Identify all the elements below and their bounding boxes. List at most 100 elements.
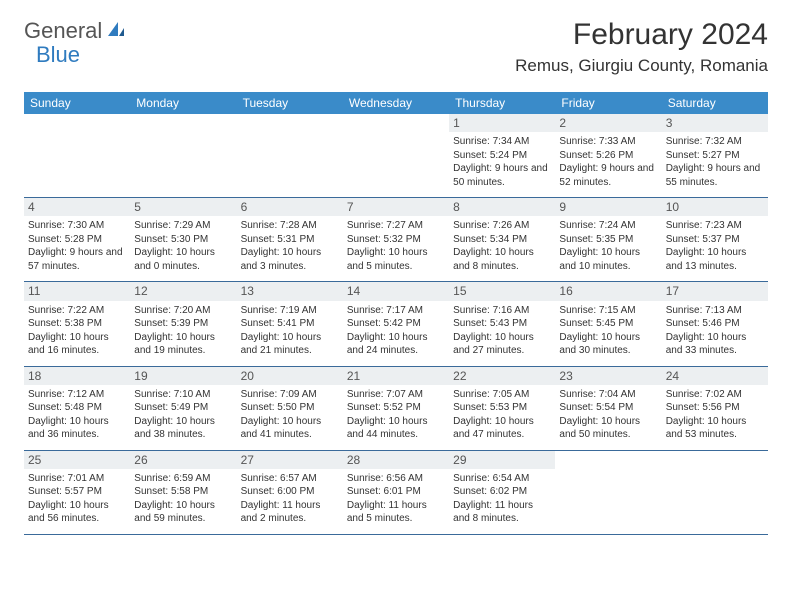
sunrise-text: Sunrise: 7:33 AM xyxy=(559,135,657,149)
week-row: 1Sunrise: 7:34 AMSunset: 5:24 PMDaylight… xyxy=(24,114,768,198)
sunset-text: Sunset: 5:37 PM xyxy=(666,233,764,247)
daylight-text: Daylight: 10 hours and 27 minutes. xyxy=(453,331,551,358)
sunrise-text: Sunrise: 7:17 AM xyxy=(347,304,445,318)
day-number: 13 xyxy=(237,282,343,300)
sail-icon xyxy=(106,18,126,44)
daylight-text: Daylight: 10 hours and 44 minutes. xyxy=(347,415,445,442)
day-cell xyxy=(24,114,130,197)
sunset-text: Sunset: 5:27 PM xyxy=(666,149,764,163)
day-number: 19 xyxy=(130,367,236,385)
sunrise-text: Sunrise: 7:20 AM xyxy=(134,304,232,318)
daylight-text: Daylight: 9 hours and 50 minutes. xyxy=(453,162,551,189)
daylight-text: Daylight: 10 hours and 36 minutes. xyxy=(28,415,126,442)
weekday-label: Wednesday xyxy=(343,92,449,114)
daylight-text: Daylight: 9 hours and 52 minutes. xyxy=(559,162,657,189)
sunrise-text: Sunrise: 7:34 AM xyxy=(453,135,551,149)
daylight-text: Daylight: 10 hours and 10 minutes. xyxy=(559,246,657,273)
daylight-text: Daylight: 10 hours and 13 minutes. xyxy=(666,246,764,273)
sunrise-text: Sunrise: 7:16 AM xyxy=(453,304,551,318)
day-cell: 12 Sunrise: 7:20 AMSunset: 5:39 PMDayligh… xyxy=(130,282,236,365)
sunset-text: Sunset: 5:31 PM xyxy=(241,233,339,247)
sunset-text: Sunset: 5:54 PM xyxy=(559,401,657,415)
day-number: 12 xyxy=(130,282,236,300)
daylight-text: Daylight: 10 hours and 24 minutes. xyxy=(347,331,445,358)
sunset-text: Sunset: 6:00 PM xyxy=(241,485,339,499)
sunrise-text: Sunrise: 7:19 AM xyxy=(241,304,339,318)
daylight-text: Daylight: 10 hours and 38 minutes. xyxy=(134,415,232,442)
day-number: 5 xyxy=(130,198,236,216)
sunrise-text: Sunrise: 7:23 AM xyxy=(666,219,764,233)
day-cell xyxy=(343,114,449,197)
day-cell: 29Sunrise: 6:54 AMSunset: 6:02 PMDayligh… xyxy=(449,451,555,534)
day-cell: 28Sunrise: 6:56 AMSunset: 6:01 PMDayligh… xyxy=(343,451,449,534)
day-number: 4 xyxy=(24,198,130,216)
sunset-text: Sunset: 5:39 PM xyxy=(134,317,232,331)
day-cell: 6Sunrise: 7:28 AMSunset: 5:31 PMDaylight… xyxy=(237,198,343,281)
day-number: 8 xyxy=(449,198,555,216)
sunrise-text: Sunrise: 7:13 AM xyxy=(666,304,764,318)
sunrise-text: Sunrise: 7:12 AM xyxy=(28,388,126,402)
weekday-label: Friday xyxy=(555,92,661,114)
daylight-text: Daylight: 10 hours and 0 minutes. xyxy=(134,246,232,273)
sunrise-text: Sunrise: 7:28 AM xyxy=(241,219,339,233)
month-title: February 2024 xyxy=(515,18,768,52)
day-cell: 18Sunrise: 7:12 AMSunset: 5:48 PMDayligh… xyxy=(24,367,130,450)
day-cell: 14Sunrise: 7:17 AMSunset: 5:42 PMDayligh… xyxy=(343,282,449,365)
daylight-text: Daylight: 10 hours and 33 minutes. xyxy=(666,331,764,358)
weekday-header: Sunday Monday Tuesday Wednesday Thursday… xyxy=(24,92,768,114)
week-row: 25Sunrise: 7:01 AMSunset: 5:57 PMDayligh… xyxy=(24,451,768,535)
day-cell: 22Sunrise: 7:05 AMSunset: 5:53 PMDayligh… xyxy=(449,367,555,450)
calendar: Sunday Monday Tuesday Wednesday Thursday… xyxy=(24,92,768,535)
sunrise-text: Sunrise: 7:29 AM xyxy=(134,219,232,233)
header: General February 2024 Remus, Giurgiu Cou… xyxy=(24,18,768,76)
day-number: 9 xyxy=(555,198,661,216)
sunset-text: Sunset: 6:01 PM xyxy=(347,485,445,499)
weekday-label: Thursday xyxy=(449,92,555,114)
weekday-label: Sunday xyxy=(24,92,130,114)
daylight-text: Daylight: 10 hours and 5 minutes. xyxy=(347,246,445,273)
day-number: 7 xyxy=(343,198,449,216)
sunrise-text: Sunrise: 7:32 AM xyxy=(666,135,764,149)
sunrise-text: Sunrise: 7:24 AM xyxy=(559,219,657,233)
sunrise-text: Sunrise: 7:04 AM xyxy=(559,388,657,402)
sunrise-text: Sunrise: 7:02 AM xyxy=(666,388,764,402)
sunset-text: Sunset: 5:52 PM xyxy=(347,401,445,415)
weekday-label: Saturday xyxy=(662,92,768,114)
day-number: 23 xyxy=(555,367,661,385)
day-number: 14 xyxy=(343,282,449,300)
day-number: 24 xyxy=(662,367,768,385)
sunset-text: Sunset: 5:28 PM xyxy=(28,233,126,247)
sunrise-text: Sunrise: 6:56 AM xyxy=(347,472,445,486)
sunset-text: Sunset: 5:45 PM xyxy=(559,317,657,331)
sunset-text: Sunset: 5:58 PM xyxy=(134,485,232,499)
day-cell: 7Sunrise: 7:27 AMSunset: 5:32 PMDaylight… xyxy=(343,198,449,281)
day-number: 3 xyxy=(662,114,768,132)
daylight-text: Daylight: 11 hours and 5 minutes. xyxy=(347,499,445,526)
day-number: 16 xyxy=(555,282,661,300)
day-cell: 16Sunrise: 7:15 AMSunset: 5:45 PMDayligh… xyxy=(555,282,661,365)
day-cell: 24Sunrise: 7:02 AMSunset: 5:56 PMDayligh… xyxy=(662,367,768,450)
day-cell xyxy=(662,451,768,534)
sunrise-text: Sunrise: 7:26 AM xyxy=(453,219,551,233)
daylight-text: Daylight: 10 hours and 56 minutes. xyxy=(28,499,126,526)
daylight-text: Daylight: 10 hours and 41 minutes. xyxy=(241,415,339,442)
sunrise-text: Sunrise: 6:54 AM xyxy=(453,472,551,486)
sunrise-text: Sunrise: 6:59 AM xyxy=(134,472,232,486)
week-row: 11Sunrise: 7:22 AMSunset: 5:38 PMDayligh… xyxy=(24,282,768,366)
sunset-text: Sunset: 5:46 PM xyxy=(666,317,764,331)
sunrise-text: Sunrise: 7:22 AM xyxy=(28,304,126,318)
daylight-text: Daylight: 10 hours and 30 minutes. xyxy=(559,331,657,358)
day-cell xyxy=(555,451,661,534)
day-cell: 8Sunrise: 7:26 AMSunset: 5:34 PMDaylight… xyxy=(449,198,555,281)
day-cell xyxy=(130,114,236,197)
daylight-text: Daylight: 10 hours and 19 minutes. xyxy=(134,331,232,358)
day-number: 27 xyxy=(237,451,343,469)
sunset-text: Sunset: 5:57 PM xyxy=(28,485,126,499)
day-cell: 26Sunrise: 6:59 AMSunset: 5:58 PMDayligh… xyxy=(130,451,236,534)
sunset-text: Sunset: 5:41 PM xyxy=(241,317,339,331)
sunset-text: Sunset: 6:02 PM xyxy=(453,485,551,499)
day-cell: 23Sunrise: 7:04 AMSunset: 5:54 PMDayligh… xyxy=(555,367,661,450)
sunrise-text: Sunrise: 7:01 AM xyxy=(28,472,126,486)
day-cell: 13Sunrise: 7:19 AMSunset: 5:41 PMDayligh… xyxy=(237,282,343,365)
sunrise-text: Sunrise: 7:07 AM xyxy=(347,388,445,402)
